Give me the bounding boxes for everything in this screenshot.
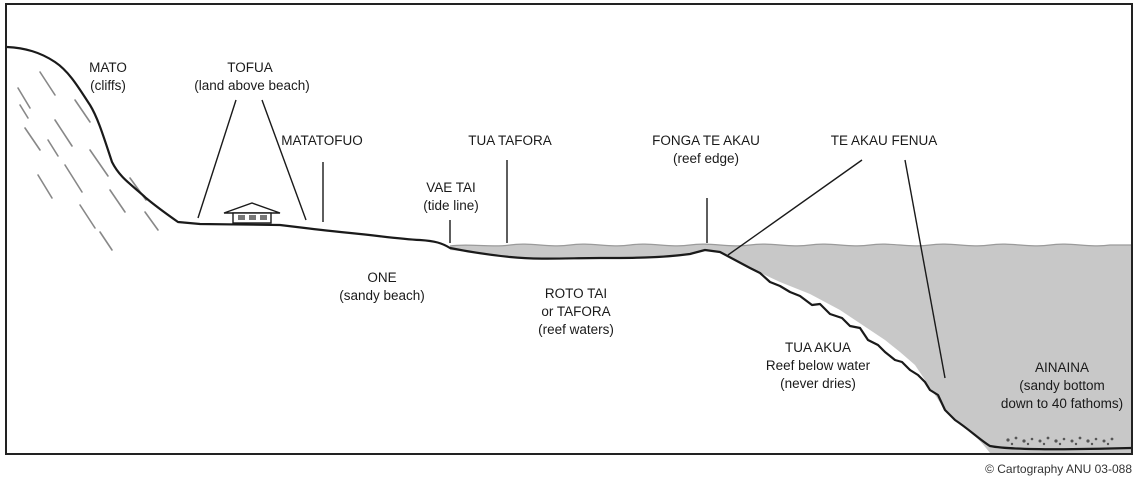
- label-tua-akua-note: (never dries): [780, 376, 856, 391]
- label-fonga-sub: (reef edge): [673, 151, 739, 166]
- label-tua-akua-sub: Reef below water: [766, 358, 871, 373]
- label-tua-akua: TUA AKUA: [785, 340, 851, 355]
- label-tofua: TOFUA: [227, 60, 273, 75]
- sandy-bottom-pebbles: [1006, 436, 1114, 446]
- leader-lines: [197, 99, 946, 379]
- label-tua-tafora: TUA TAFORA: [468, 133, 552, 148]
- label-mato: MATO: [89, 60, 127, 75]
- label-ainaina: AINAINA: [1035, 360, 1089, 375]
- label-matatofuo: MATATOFUO: [281, 133, 363, 148]
- water-surface-line: [449, 243, 1131, 247]
- copyright-credit: © Cartography ANU 03-088: [985, 462, 1132, 476]
- labels: MATO (cliffs) TOFUA (land above beach) M…: [89, 60, 1123, 411]
- label-vae-tai-sub: (tide line): [423, 198, 479, 213]
- label-tofua-sub: (land above beach): [194, 78, 310, 93]
- sea-water: [450, 244, 1131, 453]
- diagram-frame: [5, 3, 1133, 455]
- label-fonga-te-akau: FONGA TE AKAU: [652, 133, 760, 148]
- label-mato-sub: (cliffs): [90, 78, 126, 93]
- label-roto-tai-sub: (reef waters): [538, 322, 614, 337]
- label-one-sub: (sandy beach): [339, 288, 425, 303]
- label-ainaina-sub: (sandy bottom: [1019, 378, 1105, 393]
- cliff-hatching: [17, 71, 159, 251]
- label-one: ONE: [367, 270, 396, 285]
- label-te-akau-fenua: TE AKAU FENUA: [831, 133, 938, 148]
- label-ainaina-depth: down to 40 fathoms): [1001, 396, 1123, 411]
- label-roto-tai: ROTO TAI: [545, 286, 607, 301]
- label-roto-tai-or: or TAFORA: [541, 304, 610, 319]
- ground-profile: [7, 45, 1131, 451]
- house-icon: [223, 202, 281, 224]
- label-vae-tai: VAE TAI: [426, 180, 476, 195]
